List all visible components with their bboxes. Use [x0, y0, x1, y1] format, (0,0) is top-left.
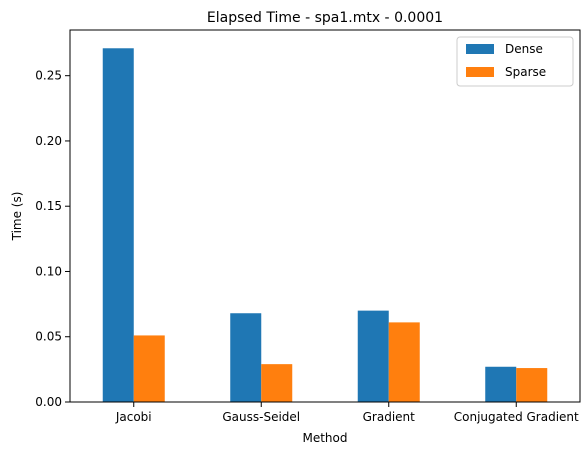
legend-label-dense: Dense	[505, 42, 543, 56]
plot-area: 0.00 0.05 0.10 0.15 0.20 0.25 Jacobi Gauss-Seid…	[35, 48, 579, 424]
legend-swatch-sparse	[466, 67, 494, 77]
bar-dense-gradient	[357, 310, 389, 402]
x-tick-label-gauss-seidel: Gauss-Seidel	[222, 410, 300, 424]
bar-dense-jacobi	[102, 48, 134, 403]
y-axis-label: Time (s)	[10, 192, 24, 242]
legend: Dense Sparse	[456, 36, 574, 87]
bar-sparse-jacobi	[133, 335, 165, 402]
x-axis-label: Method	[302, 431, 347, 445]
y-tick-label: 0.25	[35, 69, 62, 83]
y-tick-label: 0.15	[35, 199, 62, 213]
bar-sparse-gauss-seidel	[261, 364, 293, 402]
bar-dense-conjugated-gradient	[485, 366, 517, 402]
chart-title: Elapsed Time - spa1.mtx - 0.0001	[207, 10, 443, 26]
bar-sparse-conjugated-gradient	[516, 368, 548, 402]
x-tick-label-conjugated-gradient: Conjugated Gradient	[454, 410, 579, 424]
bar-sparse-gradient	[388, 322, 420, 402]
x-tick-label-gradient: Gradient	[363, 410, 416, 424]
x-tick-label-jacobi: Jacobi	[115, 410, 152, 424]
y-tick-label: 0.00	[35, 395, 62, 409]
bar-dense-gauss-seidel	[230, 313, 262, 402]
y-tick-label: 0.10	[35, 264, 62, 278]
legend-label-sparse: Sparse	[505, 65, 546, 79]
y-tick-label: 0.20	[35, 134, 62, 148]
legend-swatch-dense	[466, 44, 494, 54]
plot-frame	[69, 29, 581, 403]
y-tick-label: 0.05	[35, 330, 62, 344]
